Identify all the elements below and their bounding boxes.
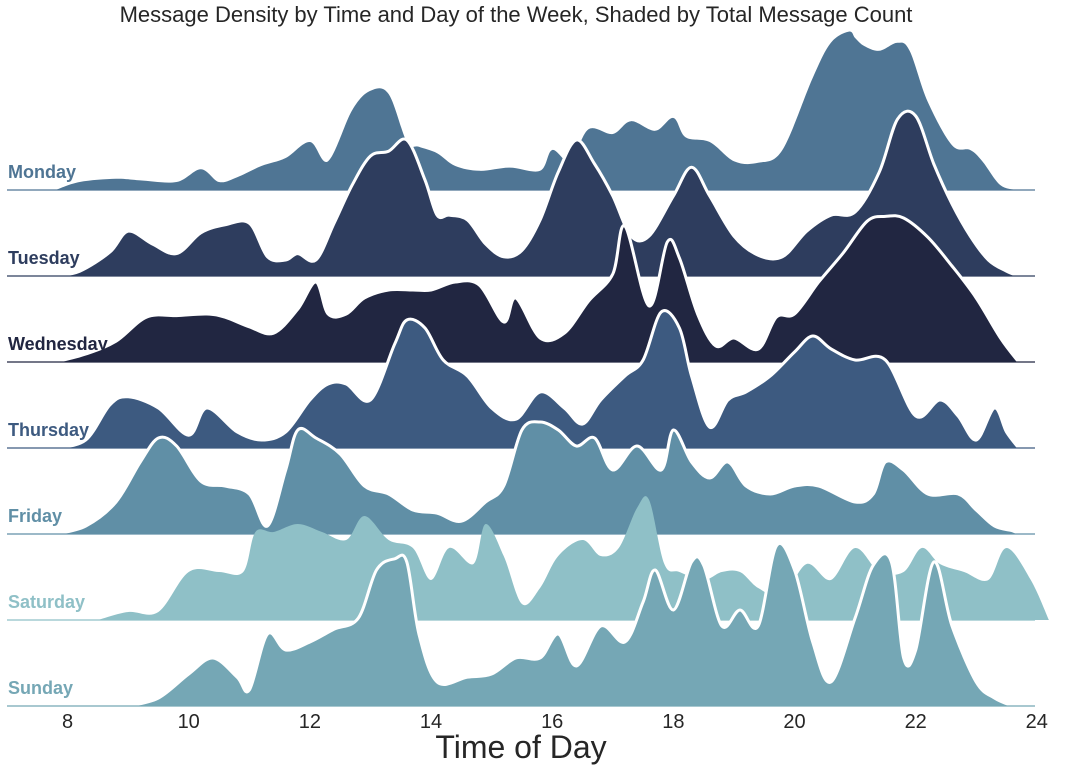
- x-tick-label: 22: [905, 711, 927, 733]
- row-label-thursday: Thursday: [8, 420, 89, 440]
- row-label-tuesday: Tuesday: [8, 248, 80, 268]
- ridge-area-friday: [55, 421, 1019, 534]
- ridge-area-wednesday: [55, 215, 1019, 362]
- x-tick-label: 24: [1026, 711, 1048, 733]
- ridge-outline-wednesday: [55, 214, 1020, 364]
- x-tick-label: 20: [783, 711, 805, 733]
- ridge-area-sunday: [128, 543, 1013, 706]
- x-tick-label: 18: [662, 711, 684, 733]
- ridge-area-monday: [55, 31, 1019, 190]
- row-label-wednesday: Wednesday: [8, 334, 108, 354]
- ridge-outline-friday: [55, 420, 1020, 536]
- ridge-area-thursday: [55, 310, 1019, 448]
- ridge-outline-sunday: [127, 542, 1014, 708]
- row-label-saturday: Saturday: [8, 592, 85, 612]
- ridges-group: Monday Tuesday Wednesday Thursday Friday Satu…: [7, 31, 1049, 708]
- ridge-thursday: Thursday: [7, 309, 1035, 450]
- x-axis: 8 10 12 14 16 18 20 22 24: [62, 711, 1048, 733]
- x-tick-label: 8: [62, 711, 73, 733]
- row-label-sunday: Sunday: [8, 678, 73, 698]
- ridge-sunday: Sunday: [7, 542, 1035, 708]
- ridge-outline-tuesday: [55, 109, 1020, 278]
- row-label-monday: Monday: [8, 162, 76, 182]
- x-tick-label: 14: [420, 711, 442, 733]
- x-tick-label: 12: [299, 711, 321, 733]
- ridge-area-saturday: [97, 496, 1049, 620]
- x-tick-label: 10: [178, 711, 200, 733]
- ridge-outline-thursday: [55, 309, 1020, 450]
- ridge-wednesday: Wednesday: [7, 214, 1035, 364]
- x-axis-title: Time of Day: [435, 729, 606, 765]
- x-tick-label: 16: [541, 711, 563, 733]
- ridge-monday: Monday: [7, 31, 1035, 191]
- chart-title: Message Density by Time and Day of the W…: [120, 2, 913, 27]
- ridge-friday: Friday: [7, 420, 1035, 536]
- row-label-friday: Friday: [8, 506, 62, 526]
